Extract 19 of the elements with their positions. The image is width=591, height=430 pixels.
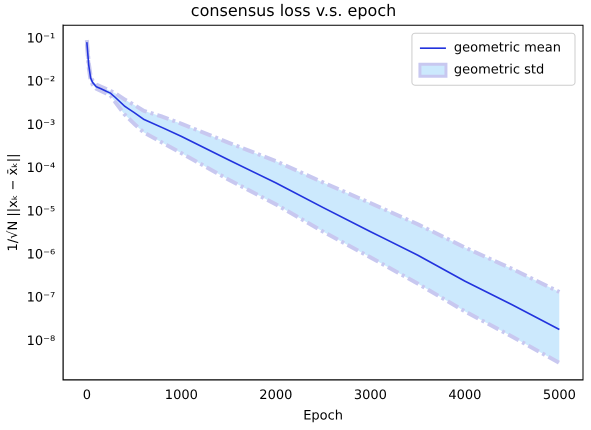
y-tick-label: 10⁻⁸ (26, 334, 56, 349)
y-tick-label: 10⁻⁵ (26, 204, 56, 220)
x-tick-label: 4000 (448, 388, 482, 403)
x-tick-label: 2000 (259, 388, 292, 403)
x-axis-title: Epoch (303, 408, 344, 424)
y-tick-label: 10⁻⁶ (26, 247, 56, 262)
y-tick-label: 10⁻⁷ (26, 290, 56, 306)
legend-label: geometric std (454, 62, 544, 78)
x-tick-label: 0 (82, 388, 91, 403)
y-tick-label: 10⁻² (26, 74, 56, 90)
legend-label: geometric mean (454, 40, 562, 56)
x-tick-label: 3000 (354, 388, 387, 403)
y-axis-title: 1/√N ||xₖ − x̄ₖ|| (6, 154, 22, 252)
x-tick-label: 1000 (164, 388, 198, 403)
x-tick-label: 5000 (542, 388, 576, 403)
y-tick-label: 10⁻¹ (26, 31, 56, 46)
y-tick-label: 10⁻³ (26, 118, 56, 133)
chart-title: consensus loss v.s. epoch (190, 0, 396, 20)
y-tick-label: 10⁻⁴ (26, 161, 56, 176)
